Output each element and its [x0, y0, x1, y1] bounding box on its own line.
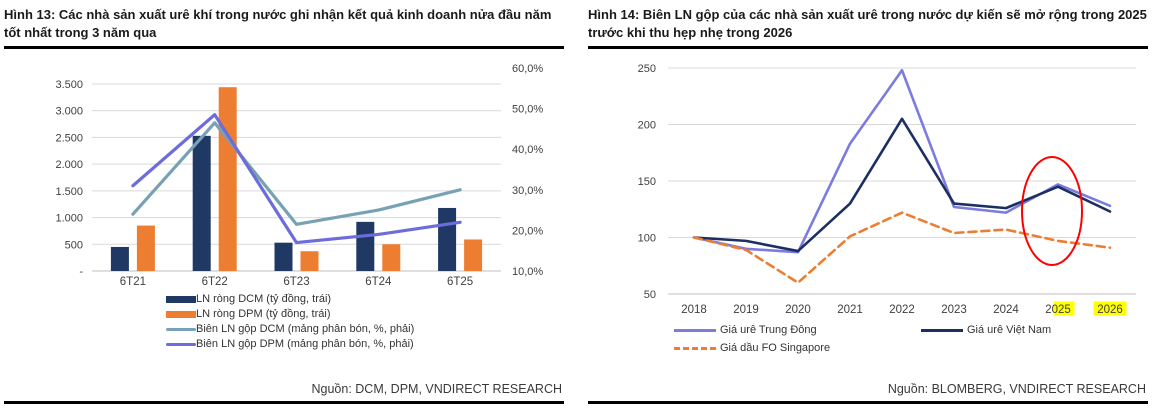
bar	[356, 222, 375, 272]
spacer	[588, 404, 1148, 417]
price-line	[692, 117, 1112, 253]
legend-item: Giá dầu FO Singapore	[674, 342, 830, 354]
bar	[382, 244, 401, 272]
legend-label: Giá urê Việt Nam	[967, 324, 1052, 337]
x-axis-tick: 2019	[733, 304, 759, 316]
right-axis-tick: 60,0%	[512, 63, 543, 75]
left-axis-tick: 1.000	[55, 213, 83, 225]
bar	[192, 136, 211, 272]
figure-14-source: Nguồn: BLOMBERG, VNDIRECT RESEARCH	[887, 382, 1146, 396]
left-axis-tick: 2.000	[55, 160, 83, 172]
x-axis-tick: 2018	[681, 304, 707, 316]
axis-labels: - 500 1.000 1.500 2.000 2.500 3.000 3.500 10,0% 2…	[55, 63, 543, 288]
panel-hinh-14: Hình 14: Biên LN gộp của các nhà sản xuấ…	[588, 6, 1148, 417]
line-chart-urea-prices: 50 100 150 200 250 2018 2019 2020 2021 2022 2023 20…	[638, 63, 1136, 316]
figure-14-legend: Giá urê Trung Đông Giá urê Việt Nam Giá dầ…	[674, 324, 1148, 354]
year-highlight	[1093, 301, 1127, 316]
left-axis-tick: 3.500	[55, 79, 83, 91]
legend-item: LN ròng DPM (tỷ đồng, trái)	[166, 308, 564, 320]
annotations	[1021, 156, 1083, 267]
left-axis-tick: 2.500	[55, 133, 83, 145]
x-axis-tick: 2021	[837, 304, 863, 316]
figure-13-bottom-rule	[4, 401, 564, 404]
bar	[464, 239, 483, 272]
x-axis-tick: 6T24	[365, 276, 392, 288]
legend-label: Biên LN gộp DCM (mảng phân bón, %, phải)	[196, 323, 415, 336]
figure-13-legend: LN ròng DCM (tỷ đồng, trái) LN ròng DPM (…	[166, 293, 564, 350]
x-axis-tick: 2022	[889, 304, 915, 316]
legend-item: Giá urê Việt Nam	[921, 324, 1051, 336]
year-highlights	[1053, 301, 1127, 316]
right-axis-tick: 20,0%	[512, 226, 543, 238]
legend-item: Biên LN gộp DCM (mảng phân bón, %, phải)	[166, 323, 564, 335]
margin-line	[131, 121, 462, 227]
spacer	[4, 404, 564, 417]
y-axis-tick: 250	[638, 63, 656, 75]
y-axis-tick: 200	[638, 120, 656, 132]
panel-hinh-13: Hình 13: Các nhà sản xuất urê khí trong …	[4, 6, 564, 417]
axis-labels: 50 100 150 200 250 2018 2019 2020 2021 2022 2023 20…	[638, 63, 1123, 316]
legend-item: Giá urê Trung Đông	[674, 324, 921, 336]
legend-label: LN ròng DCM (tỷ đồng, trái)	[196, 293, 332, 306]
line-swatch	[674, 329, 716, 332]
highlight-ellipse-2025	[1021, 156, 1083, 267]
bar-swatch	[166, 310, 196, 318]
y-axis-tick: 150	[638, 176, 656, 188]
x-axis-tick: 2023	[941, 304, 967, 316]
bar	[136, 225, 155, 272]
right-axis-tick: 30,0%	[512, 185, 543, 197]
line-swatch	[166, 327, 196, 332]
combo-chart-dcm-dpm: - 500 1.000 1.500 2.000 2.500 3.000 3.500 10,0% 2…	[55, 63, 543, 288]
right-axis-tick: 40,0%	[512, 145, 543, 157]
x-axis-tick: 2020	[785, 304, 811, 316]
y-axis-tick: 50	[644, 289, 656, 301]
x-axis-tick: 6T23	[283, 276, 309, 288]
x-axis-tick: 6T25	[447, 276, 473, 288]
year-highlight	[1053, 301, 1075, 316]
x-axis-tick: 2025	[1045, 304, 1071, 316]
line-series	[692, 69, 1112, 285]
left-axis-tick: 1.500	[55, 186, 83, 198]
legend-item: Biên LN gộp DPM (mảng phân bón, %, phải)	[166, 338, 564, 350]
left-axis-tick: 3.000	[55, 106, 83, 118]
legend-label: Biên LN gộp DPM (mảng phân bón, %, phải)	[196, 338, 414, 351]
x-axis-tick: 6T22	[202, 276, 228, 288]
bar	[110, 247, 129, 272]
figure-13-source: Nguồn: DCM, DPM, VNDIRECT RESEARCH	[311, 382, 562, 396]
line-swatch	[921, 329, 963, 332]
right-axis-tick: 50,0%	[512, 104, 543, 116]
bar	[218, 87, 237, 272]
price-line	[692, 69, 1112, 254]
bar	[438, 208, 457, 272]
bar-swatch	[166, 295, 196, 303]
bar	[274, 243, 293, 272]
margin-line	[131, 113, 462, 245]
line-series	[131, 113, 462, 245]
figure-14-title: Hình 14: Biên LN gộp của các nhà sản xuấ…	[588, 6, 1148, 50]
left-axis-tick: 500	[65, 240, 83, 252]
y-axis-tick: 100	[638, 233, 656, 245]
x-axis-tick: 6T21	[120, 276, 146, 288]
dashed-line-swatch	[674, 346, 716, 350]
legend-label: Giá dầu FO Singapore	[720, 342, 831, 355]
line-swatch	[166, 342, 196, 347]
figure-14-bottom-rule	[588, 401, 1148, 404]
x-axis-tick: 2026	[1097, 304, 1123, 316]
figure-13-title: Hình 13: Các nhà sản xuất urê khí trong …	[4, 6, 564, 50]
bar	[300, 251, 319, 272]
legend-item: LN ròng DCM (tỷ đồng, trái)	[166, 293, 564, 305]
right-axis-tick: 10,0%	[512, 266, 543, 278]
legend-label: Giá urê Trung Đông	[720, 324, 817, 337]
price-line	[692, 211, 1112, 285]
x-axis-tick: 2024	[993, 304, 1019, 316]
left-axis-tick: -	[79, 266, 83, 278]
legend-label: LN ròng DPM (tỷ đồng, trái)	[196, 308, 331, 321]
gridlines	[668, 67, 1136, 295]
